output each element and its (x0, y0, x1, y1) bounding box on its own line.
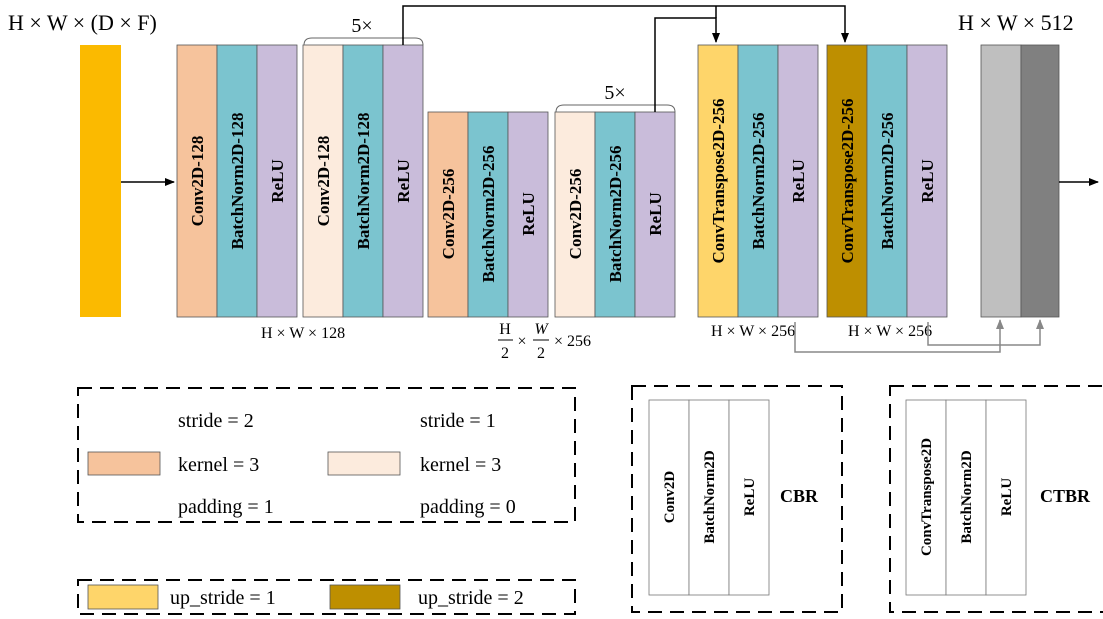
legend-upstride: up_stride = 1 up_stride = 2 (77, 579, 576, 615)
ctbr-relu-label: ReLU (999, 478, 1015, 516)
legend-swatch-up1 (87, 584, 159, 610)
block-5-bn-label: BatchNorm2D-256 (749, 113, 768, 250)
dim-256b-label: H × W × 256 (848, 323, 932, 340)
block-6-convt-cell (826, 44, 868, 318)
block-5-convt-label: ConvTranspose2D-256 (709, 99, 728, 264)
block-5: ConvTranspose2D-256 BatchNorm2D-256 ReLU (697, 44, 819, 318)
block-4: Conv2D-256 BatchNorm2D-256 ReLU 5× (554, 82, 676, 318)
block-1-conv-label: Conv2D-128 (188, 136, 207, 227)
block-2-bn-label: BatchNorm2D-128 (354, 113, 373, 250)
block-1-bn-cell (216, 44, 258, 318)
block-5-bn-cell (737, 44, 779, 318)
skip-arrow-1 (402, 5, 849, 45)
dim-half-frac-w: W (534, 321, 549, 338)
block-1-conv-cell (176, 44, 218, 318)
block-4-bn-cell (594, 111, 636, 318)
cbr-bn-cell (688, 399, 730, 596)
block-1-relu-label: ReLU (268, 159, 287, 202)
block-4-bn-label: BatchNorm2D-256 (606, 146, 625, 283)
block-4-conv-cell (554, 111, 596, 318)
legend-swatch-stride2 (87, 451, 161, 476)
legend-kernel2: kernel = 3 (178, 454, 259, 476)
block-4-conv-label: Conv2D-256 (566, 169, 585, 260)
block-3-conv-label: Conv2D-256 (439, 169, 458, 260)
dim-half-tail: × 256 (554, 333, 591, 350)
legend-conv: stride = 2 kernel = 3 padding = 1 stride… (77, 387, 576, 523)
block-1-bn-label: BatchNorm2D-128 (228, 113, 247, 250)
block-1: Conv2D-128 BatchNorm2D-128 ReLU (176, 44, 298, 318)
block-6-bn-cell (866, 44, 908, 318)
block-5-convt-cell (697, 44, 739, 318)
dim-half-den-1: 2 (501, 345, 509, 362)
block-3-bn-cell (467, 111, 509, 318)
dim-half-den-2: 2 (537, 345, 545, 362)
block-6-bn-label: BatchNorm2D-256 (878, 113, 897, 250)
block-2-relu-label: ReLU (394, 159, 413, 202)
concat-arrow-2 (927, 319, 1044, 346)
legend-padding2: padding = 1 (178, 496, 274, 518)
block-3-relu-cell (507, 111, 549, 318)
ctbr-border (889, 385, 1103, 613)
block-4-relu-cell (634, 111, 676, 318)
dim-half-256-label: H 2 × W 2 × 256 (498, 321, 591, 362)
block-4-relu-label: ReLU (646, 192, 665, 235)
block-6: ConvTranspose2D-256 BatchNorm2D-256 ReLU (826, 44, 948, 318)
legend-upstride-border (77, 579, 576, 615)
cbr-legend: Conv2D BatchNorm2D ReLU CBR (631, 385, 843, 613)
legend-up1: up_stride = 1 (170, 587, 276, 609)
legend-swatch-up2 (329, 584, 401, 610)
block-2-repeat-brace (303, 37, 424, 46)
block-6-relu-label: ReLU (918, 159, 937, 202)
block-5-relu-cell (777, 44, 819, 318)
block-5-relu-label: ReLU (789, 159, 808, 202)
cbr-conv-label: Conv2D (662, 471, 678, 524)
block-3: Conv2D-256 BatchNorm2D-256 ReLU (427, 111, 549, 318)
ctbr-bn-label: BatchNorm2D (959, 450, 975, 543)
cbr-label: CBR (780, 486, 819, 506)
block-1-relu-cell (256, 44, 298, 318)
ctbr-relu-cell (985, 399, 1027, 596)
output-block-light (980, 44, 1022, 318)
block-2-relu-cell (382, 44, 424, 318)
dim-128-label: H × W × 128 (261, 325, 345, 342)
ctbr-convt-cell (905, 399, 947, 596)
legend-stride2: stride = 2 (178, 410, 254, 432)
block-2: Conv2D-128 BatchNorm2D-128 ReLU 5× (302, 15, 424, 318)
block-4-repeat-label: 5× (604, 82, 625, 104)
block-2-conv-label: Conv2D-128 (314, 136, 333, 227)
ctbr-convt-label: ConvTranspose2D (919, 438, 935, 556)
legend-kernel1: kernel = 3 (420, 454, 501, 476)
output-shape-label: H × W × 512 (958, 10, 1074, 35)
cbr-bn-label: BatchNorm2D (702, 450, 718, 543)
times-sign: × (517, 333, 526, 350)
legend-padding1: padding = 0 (420, 496, 516, 518)
block-3-relu-label: ReLU (519, 192, 538, 235)
input-block (80, 45, 121, 317)
input-shape-label: H × W × (D × F) (8, 10, 157, 35)
legend-stride1: stride = 1 (420, 410, 496, 432)
dim-half-frac-h: H (499, 321, 511, 338)
block-6-relu-cell (906, 44, 948, 318)
skip-arrow-2 (654, 17, 720, 112)
legend-conv-border (77, 387, 576, 523)
ctbr-legend: ConvTranspose2D BatchNorm2D ReLU CTBR (889, 385, 1103, 613)
ctbr-label: CTBR (1040, 486, 1091, 506)
block-3-bn-label: BatchNorm2D-256 (479, 146, 498, 283)
output-block-dark (1020, 44, 1060, 318)
dim-256a-label: H × W × 256 (711, 323, 795, 340)
legend-up2: up_stride = 2 (418, 587, 524, 609)
cbr-relu-label: ReLU (742, 478, 758, 516)
block-6-convt-label: ConvTranspose2D-256 (838, 99, 857, 264)
block-4-repeat-brace (555, 104, 676, 113)
concat-arrow-1 (794, 319, 1004, 353)
block-2-repeat-label: 5× (351, 15, 372, 37)
cbr-conv-cell (648, 399, 690, 596)
legend-swatch-stride1 (327, 451, 401, 476)
cbr-relu-cell (728, 399, 770, 596)
cbr-border (631, 385, 843, 613)
